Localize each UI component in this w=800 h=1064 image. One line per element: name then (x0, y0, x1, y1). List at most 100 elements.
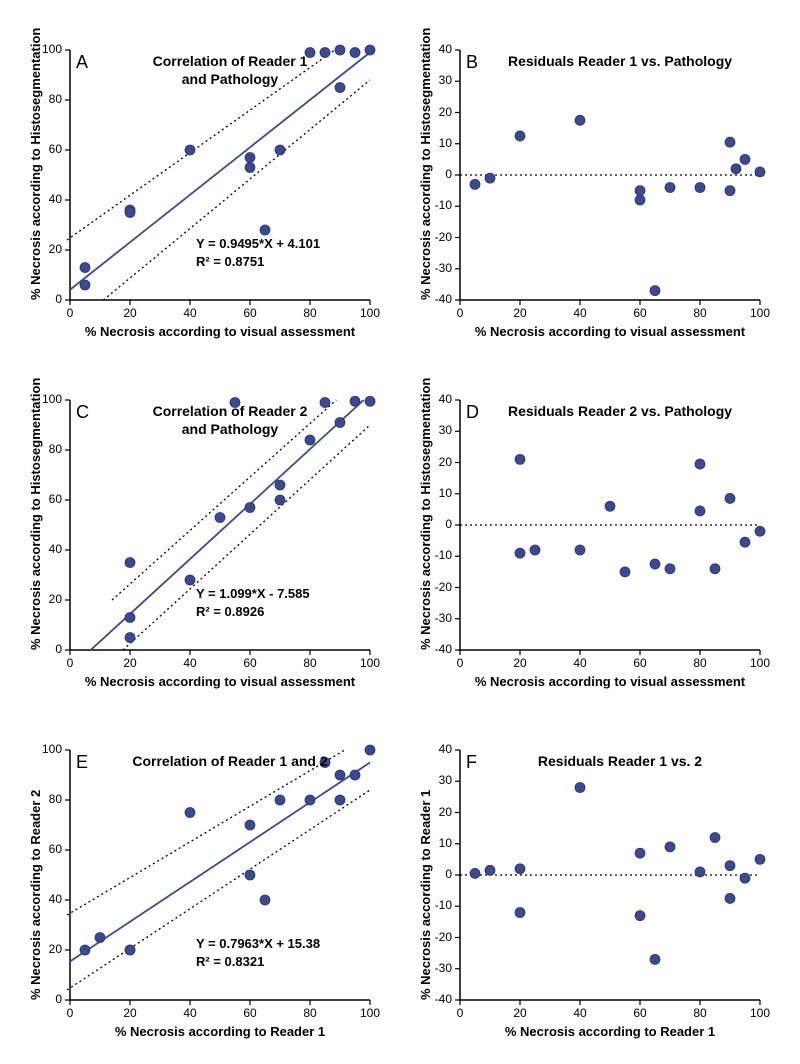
xtick-label: 60 (630, 1006, 650, 1020)
ytick-label: -20 (435, 930, 452, 944)
xtick-label: 40 (180, 1006, 200, 1020)
ytick-label: 20 (439, 105, 452, 119)
xtick-label: 60 (630, 656, 650, 670)
equation-E: Y = 0.7963*X + 15.38 R² = 0.8321 (196, 935, 320, 971)
xtick-label: 40 (570, 1006, 590, 1020)
xtick-label: 20 (510, 656, 530, 670)
xtick-label: 80 (300, 1006, 320, 1020)
ytick-label: -30 (435, 261, 452, 275)
equation-A: Y = 0.9495*X + 4.101 R² = 0.8751 (196, 235, 320, 271)
ytick-label: 100 (42, 392, 62, 406)
ylabel-D: % Necrosis according to Histosegmentatio… (418, 378, 433, 650)
ytick-label: 100 (42, 42, 62, 56)
xtick-label: 60 (240, 306, 260, 320)
xtick-label: 20 (120, 656, 140, 670)
xtick-label: 60 (630, 306, 650, 320)
ytick-label: 20 (49, 242, 62, 256)
panel-A: 020406080100020406080100ACorrelation of … (70, 50, 370, 300)
ytick-label: -20 (435, 580, 452, 594)
panel-C: 020406080100020406080100CCorrelation of … (70, 400, 370, 650)
xtick-label: 100 (750, 1006, 770, 1020)
ytick-label: -40 (435, 992, 452, 1006)
xtick-label: 80 (690, 306, 710, 320)
ytick-label: 40 (49, 192, 62, 206)
ylabel-A: % Necrosis according to Histosegmentatio… (28, 28, 43, 300)
ytick-label: 10 (439, 486, 452, 500)
ytick-label: 60 (49, 842, 62, 856)
ylabel-F: % Necrosis according to Reader 1 (418, 790, 433, 1000)
ytick-label: -30 (435, 611, 452, 625)
panel-title-F: Residuals Reader 1 vs. 2 (490, 752, 750, 770)
figure-six-panel: 020406080100020406080100ACorrelation of … (0, 0, 800, 1064)
xtick-label: 100 (750, 656, 770, 670)
panel-letter-D: D (466, 402, 479, 423)
panel-letter-F: F (466, 752, 477, 773)
xtick-label: 20 (120, 1006, 140, 1020)
ytick-label: 20 (49, 592, 62, 606)
panel-title-C: Correlation of Reader 2 and Pathology (100, 402, 360, 438)
xlabel-E: % Necrosis according to Reader 1 (70, 1024, 370, 1039)
ytick-label: 30 (439, 773, 452, 787)
ytick-label: -10 (435, 548, 452, 562)
panel-B: 020406080100-40-30-20-10010203040BResidu… (460, 50, 760, 300)
xtick-label: 20 (120, 306, 140, 320)
ytick-label: 80 (49, 792, 62, 806)
panel-D: 020406080100-40-30-20-10010203040DResidu… (460, 400, 760, 650)
xtick-label: 40 (180, 306, 200, 320)
ytick-label: -30 (435, 961, 452, 975)
panel-E: 020406080100020406080100ECorrelation of … (70, 750, 370, 1000)
ylabel-E: % Necrosis according to Reader 2 (28, 790, 43, 1000)
ytick-label: 0 (55, 992, 62, 1006)
ytick-label: 0 (445, 867, 452, 881)
ytick-label: 40 (49, 542, 62, 556)
xtick-label: 20 (510, 1006, 530, 1020)
ytick-label: -40 (435, 642, 452, 656)
ytick-label: -10 (435, 198, 452, 212)
xtick-label: 80 (300, 306, 320, 320)
ytick-label: 60 (49, 142, 62, 156)
xtick-label: 0 (60, 656, 80, 670)
xtick-label: 0 (60, 306, 80, 320)
xtick-label: 0 (450, 306, 470, 320)
panel-title-D: Residuals Reader 2 vs. Pathology (490, 402, 750, 420)
ytick-label: -20 (435, 230, 452, 244)
xtick-label: 80 (690, 1006, 710, 1020)
ytick-label: 100 (42, 742, 62, 756)
xtick-label: 60 (240, 656, 260, 670)
xlabel-B: % Necrosis according to visual assessmen… (460, 324, 760, 339)
ytick-label: -10 (435, 898, 452, 912)
ytick-label: 30 (439, 423, 452, 437)
ytick-label: 0 (445, 517, 452, 531)
ylabel-B: % Necrosis according to Histosegmentatio… (418, 28, 433, 300)
ytick-label: 40 (439, 392, 452, 406)
ylabel-C: % Necrosis according to Histosegmentatio… (28, 378, 43, 650)
panel-letter-B: B (466, 52, 478, 73)
xtick-label: 80 (690, 656, 710, 670)
panel-letter-C: C (76, 402, 89, 423)
xtick-label: 0 (60, 1006, 80, 1020)
xtick-label: 100 (360, 656, 380, 670)
plot-B (460, 50, 760, 300)
ytick-label: 0 (55, 642, 62, 656)
ytick-label: 80 (49, 442, 62, 456)
xtick-label: 40 (570, 656, 590, 670)
plot-D (460, 400, 760, 650)
ytick-label: 40 (49, 892, 62, 906)
xtick-label: 80 (300, 656, 320, 670)
xtick-label: 100 (360, 1006, 380, 1020)
xtick-label: 20 (510, 306, 530, 320)
ytick-label: 60 (49, 492, 62, 506)
panel-letter-E: E (76, 752, 88, 773)
ytick-label: 80 (49, 92, 62, 106)
xtick-label: 60 (240, 1006, 260, 1020)
ytick-label: 0 (445, 167, 452, 181)
ytick-label: 10 (439, 136, 452, 150)
xtick-label: 100 (750, 306, 770, 320)
ytick-label: -40 (435, 292, 452, 306)
ytick-label: 20 (439, 805, 452, 819)
xlabel-A: % Necrosis according to visual assessmen… (70, 324, 370, 339)
plot-F (460, 750, 760, 1000)
ytick-label: 10 (439, 836, 452, 850)
xlabel-F: % Necrosis according to Reader 1 (460, 1024, 760, 1039)
xtick-label: 0 (450, 1006, 470, 1020)
